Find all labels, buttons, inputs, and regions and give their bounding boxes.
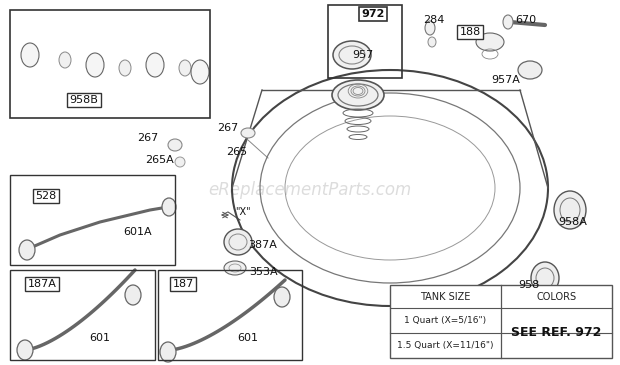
Ellipse shape	[119, 60, 131, 76]
Text: TANK SIZE: TANK SIZE	[420, 292, 471, 301]
Text: 267: 267	[218, 123, 239, 133]
Ellipse shape	[274, 287, 290, 307]
Text: 601A: 601A	[123, 227, 153, 237]
Ellipse shape	[425, 21, 435, 35]
Ellipse shape	[554, 191, 586, 229]
Bar	[328, 5, 402, 78]
Text: 284: 284	[423, 15, 445, 25]
Ellipse shape	[241, 128, 255, 138]
Text: 958A: 958A	[559, 217, 587, 227]
Ellipse shape	[332, 80, 384, 110]
Text: 958B: 958B	[69, 95, 99, 105]
Ellipse shape	[179, 60, 191, 76]
Ellipse shape	[476, 33, 504, 51]
Ellipse shape	[191, 60, 209, 84]
Text: 188: 188	[459, 27, 481, 37]
Ellipse shape	[168, 139, 182, 151]
Text: 601: 601	[89, 333, 110, 343]
Ellipse shape	[224, 229, 252, 255]
Text: 353A: 353A	[249, 267, 277, 277]
Ellipse shape	[518, 61, 542, 79]
Text: 187A: 187A	[27, 279, 56, 289]
Ellipse shape	[125, 285, 141, 305]
Text: eReplacementParts.com: eReplacementParts.com	[208, 181, 412, 199]
Ellipse shape	[162, 198, 176, 216]
Bar	[10, 175, 175, 265]
Text: 187: 187	[172, 279, 193, 289]
Ellipse shape	[224, 261, 246, 275]
Text: SEE REF. 972: SEE REF. 972	[512, 327, 601, 339]
Ellipse shape	[333, 41, 371, 69]
Ellipse shape	[503, 15, 513, 29]
Text: 670: 670	[515, 15, 536, 25]
Text: 957: 957	[352, 50, 374, 60]
Ellipse shape	[86, 53, 104, 77]
Bar	[390, 285, 612, 358]
Bar	[10, 10, 210, 118]
Bar	[10, 270, 155, 360]
Ellipse shape	[59, 52, 71, 68]
Text: 972: 972	[361, 9, 384, 19]
Text: 265A: 265A	[146, 155, 174, 165]
Text: COLORS: COLORS	[536, 292, 577, 301]
Text: 267: 267	[138, 133, 159, 143]
Text: 1.5 Quart (X=11/16"): 1.5 Quart (X=11/16")	[397, 341, 494, 350]
Ellipse shape	[19, 240, 35, 260]
Text: "X": "X"	[235, 207, 251, 217]
Bar	[158, 270, 302, 360]
Text: 265: 265	[226, 147, 247, 157]
Text: 958: 958	[518, 280, 539, 290]
Ellipse shape	[175, 157, 185, 167]
Ellipse shape	[160, 342, 176, 362]
Ellipse shape	[21, 43, 39, 67]
Ellipse shape	[428, 37, 436, 47]
Text: 1 Quart (X=5/16"): 1 Quart (X=5/16")	[404, 316, 487, 325]
Ellipse shape	[531, 262, 559, 294]
Text: 387A: 387A	[249, 240, 277, 250]
Ellipse shape	[17, 340, 33, 360]
Text: 528: 528	[35, 191, 56, 201]
Ellipse shape	[146, 53, 164, 77]
Text: 601: 601	[237, 333, 259, 343]
Text: 957A: 957A	[492, 75, 520, 85]
